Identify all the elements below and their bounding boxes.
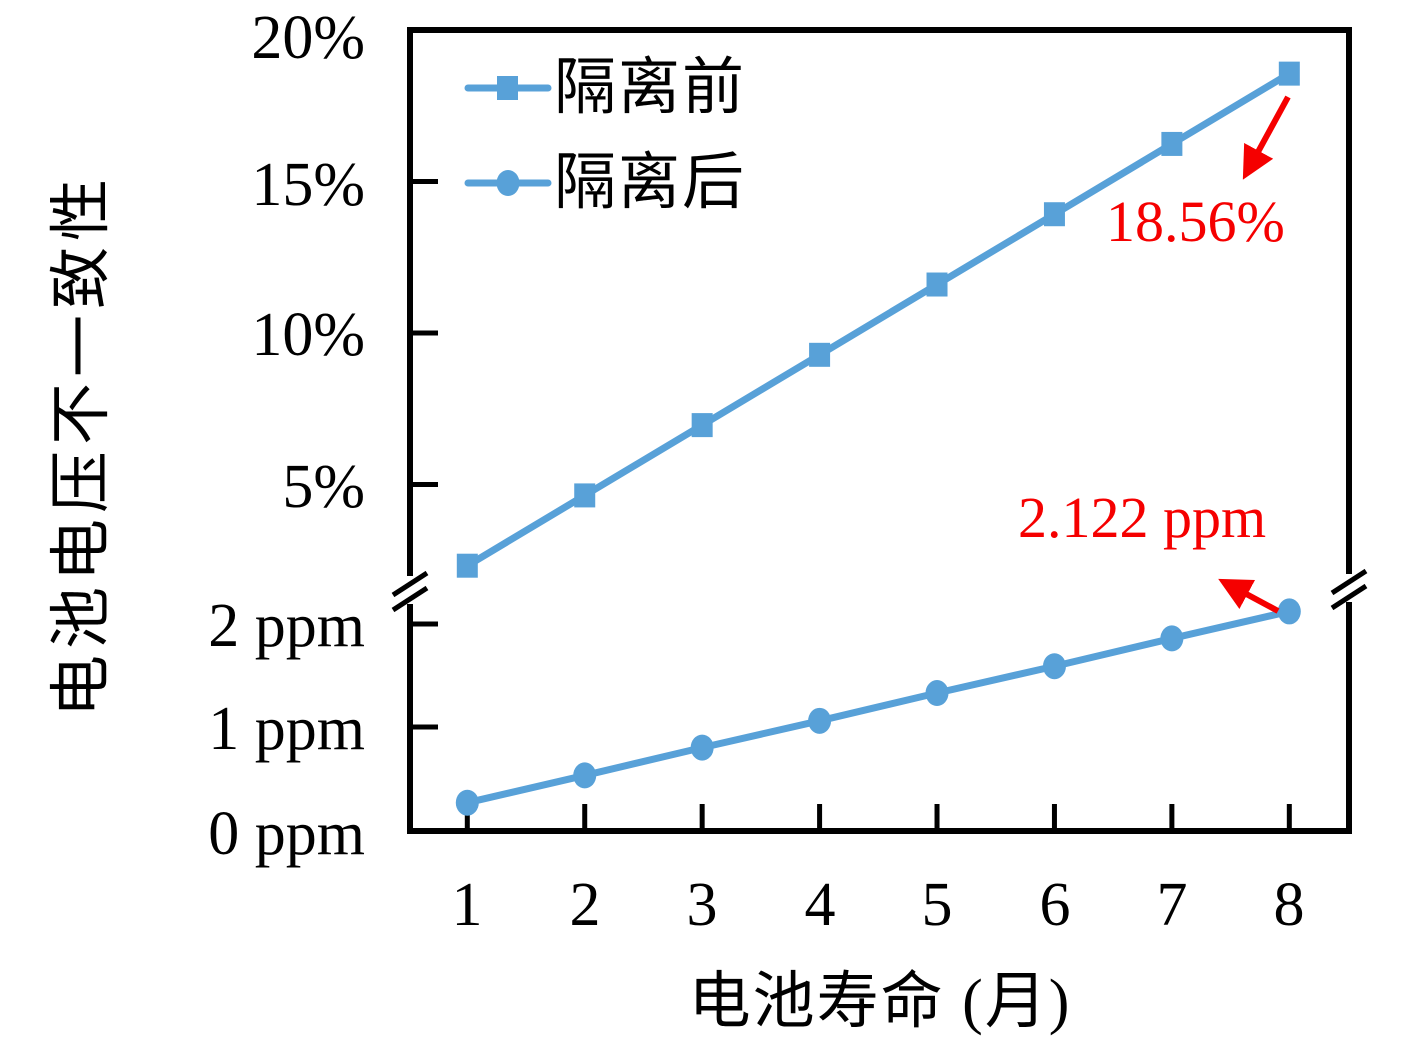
x-tick-label-8: 8 [1273,871,1305,939]
data-point-square [456,553,478,578]
annotation-label-18-56: 18.56% [1106,189,1285,254]
x-tick-label-3: 3 [686,871,718,939]
data-point-square [809,342,831,367]
y-tick-label-1ppm: 1 ppm [208,695,365,763]
series-line-circle [463,607,1293,807]
data-point-square [1043,202,1065,227]
data-point-circle [1277,598,1301,625]
data-point-circle [808,707,832,734]
data-point-circle [455,789,479,816]
data-point-square [1161,131,1183,156]
axis-break-icon [391,585,429,613]
y-axis-title: 电池电压不一致性 [48,172,116,718]
data-point-square [574,483,596,508]
y-tick-label-5pct: 5% [282,453,365,521]
x-axis-title: 电池寿命 (月) [688,968,1072,1036]
data-point-circle [690,734,714,761]
annotation-label-2-122: 2.122 ppm [1018,485,1267,550]
data-point-circle [573,762,597,789]
data-point-circle [1160,625,1184,652]
x-tick-label-1: 1 [451,871,483,939]
x-tick-label-7: 7 [1156,871,1188,939]
legend-circle-marker-icon [496,170,520,196]
y-tick-label-0ppm: 0 ppm [208,800,365,868]
data-point-square [691,413,713,438]
y-tick-label-15pct: 15% [251,151,365,219]
x-tick-label-5: 5 [921,871,953,939]
legend-label-after-isolation: 隔离后 [554,149,747,217]
series-line-square [463,70,1293,570]
x-tick-label-4: 4 [804,871,836,939]
data-point-square [1278,61,1300,86]
axis-break-icon [1330,583,1368,611]
data-point-square [926,272,948,297]
data-point-circle [925,680,949,707]
legend-square-marker-icon [497,76,518,100]
y-tick-label-20pct: 20% [251,4,365,72]
data-point-circle [1042,653,1066,680]
x-tick-label-6: 6 [1039,871,1071,939]
y-tick-label-2ppm: 2 ppm [208,592,365,660]
axis-break-icon [391,570,429,598]
chart-series-group [410,61,1301,831]
legend-label-before-isolation: 隔离前 [554,54,747,122]
x-tick-label-2: 2 [569,871,601,939]
y-tick-label-10pct: 10% [251,301,365,369]
plot-border [407,27,1352,834]
annotation-arrow-2-122 [1218,578,1280,614]
axis-break-icon [1330,568,1368,596]
annotation-arrow-18-56 [1242,95,1291,180]
